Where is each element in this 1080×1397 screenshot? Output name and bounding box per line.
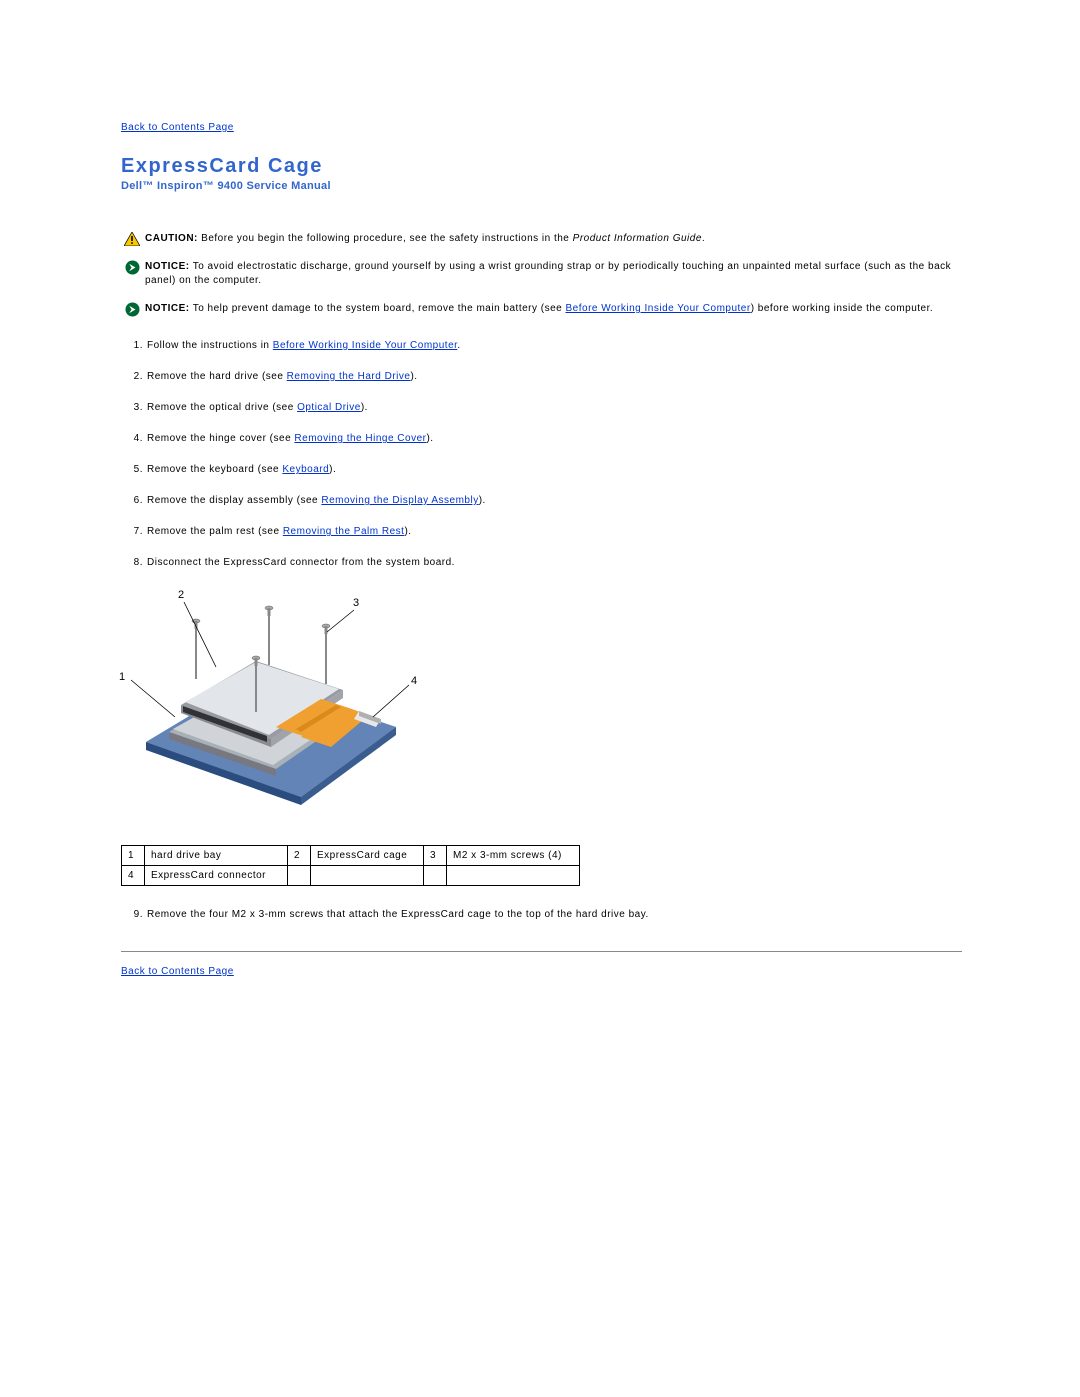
page-subtitle: Dell™ Inspiron™ 9400 Service Manual [121, 180, 962, 192]
step-1: 1.Follow the instructions in Before Work… [147, 339, 962, 352]
figure-callout-1: 1 [119, 671, 125, 683]
expresscard-figure: 1 2 3 4 [121, 587, 421, 817]
step-2: 2.Remove the hard drive (see Removing th… [147, 370, 962, 383]
step-5: 5.Remove the keyboard (see Keyboard). [147, 463, 962, 476]
caution-text: Before you begin the following procedure… [198, 233, 573, 244]
cell-3: M2 x 3-mm screws (4) [447, 846, 580, 866]
battery-after: ) before working inside the computer. [751, 303, 933, 314]
battery-notice: NOTICE: To help prevent damage to the sy… [121, 302, 962, 317]
step-3: 3.Remove the optical drive (see Optical … [147, 401, 962, 414]
step-4-link[interactable]: Removing the Hinge Cover [294, 433, 426, 444]
step-2-link[interactable]: Removing the Hard Drive [287, 371, 411, 382]
esd-label: NOTICE: [145, 261, 190, 272]
notice-icon [121, 260, 143, 275]
figure-callout-3: 3 [353, 597, 359, 609]
cell-6 [447, 866, 580, 886]
step-9: 9.Remove the four M2 x 3-mm screws that … [147, 908, 962, 921]
cell-4: ExpressCard connector [145, 866, 288, 886]
step-4: 4.Remove the hinge cover (see Removing t… [147, 432, 962, 445]
step-5-link[interactable]: Keyboard [282, 464, 329, 475]
esd-text: To avoid electrostatic discharge, ground… [145, 261, 951, 286]
step-7: 7.Remove the palm rest (see Removing the… [147, 525, 962, 538]
step-6: 6.Remove the display assembly (see Remov… [147, 494, 962, 507]
battery-label: NOTICE: [145, 303, 190, 314]
cell-5n [288, 866, 311, 886]
page-title: ExpressCard Cage [121, 155, 962, 178]
notice-icon [121, 302, 143, 317]
figure-callout-4: 4 [411, 675, 417, 687]
figure-callout-2: 2 [178, 589, 184, 601]
step-3-link[interactable]: Optical Drive [297, 402, 361, 413]
divider [121, 951, 962, 952]
table-row: 4 ExpressCard connector [122, 866, 580, 886]
battery-link[interactable]: Before Working Inside Your Computer [566, 303, 751, 314]
parts-table: 1 hard drive bay 2 ExpressCard cage 3 M2… [121, 845, 580, 886]
caution-italic: Product Information Guide [573, 233, 702, 244]
caution-label: CAUTION: [145, 233, 198, 244]
esd-notice: NOTICE: To avoid electrostatic discharge… [121, 260, 962, 288]
step-list: 1.Follow the instructions in Before Work… [121, 339, 962, 569]
cell-1n: 1 [122, 846, 145, 866]
cell-3n: 3 [424, 846, 447, 866]
cell-2n: 2 [288, 846, 311, 866]
battery-before: To help prevent damage to the system boa… [190, 303, 566, 314]
step-6-link[interactable]: Removing the Display Assembly [321, 495, 478, 506]
step-8: 8.Disconnect the ExpressCard connector f… [147, 556, 962, 569]
caution-after: . [702, 233, 705, 244]
step-list-after: 9.Remove the four M2 x 3-mm screws that … [121, 908, 962, 921]
table-row: 1 hard drive bay 2 ExpressCard cage 3 M2… [122, 846, 580, 866]
caution-notice: CAUTION: Before you begin the following … [121, 232, 962, 246]
cell-6n [424, 866, 447, 886]
cell-2: ExpressCard cage [311, 846, 424, 866]
cell-5 [311, 866, 424, 886]
back-to-contents-bottom[interactable]: Back to Contents Page [121, 966, 234, 977]
step-7-link[interactable]: Removing the Palm Rest [283, 526, 405, 537]
caution-icon [121, 232, 143, 246]
step-1-link[interactable]: Before Working Inside Your Computer [273, 340, 458, 351]
cell-1: hard drive bay [145, 846, 288, 866]
cell-4n: 4 [122, 866, 145, 886]
back-to-contents-top[interactable]: Back to Contents Page [121, 122, 234, 133]
